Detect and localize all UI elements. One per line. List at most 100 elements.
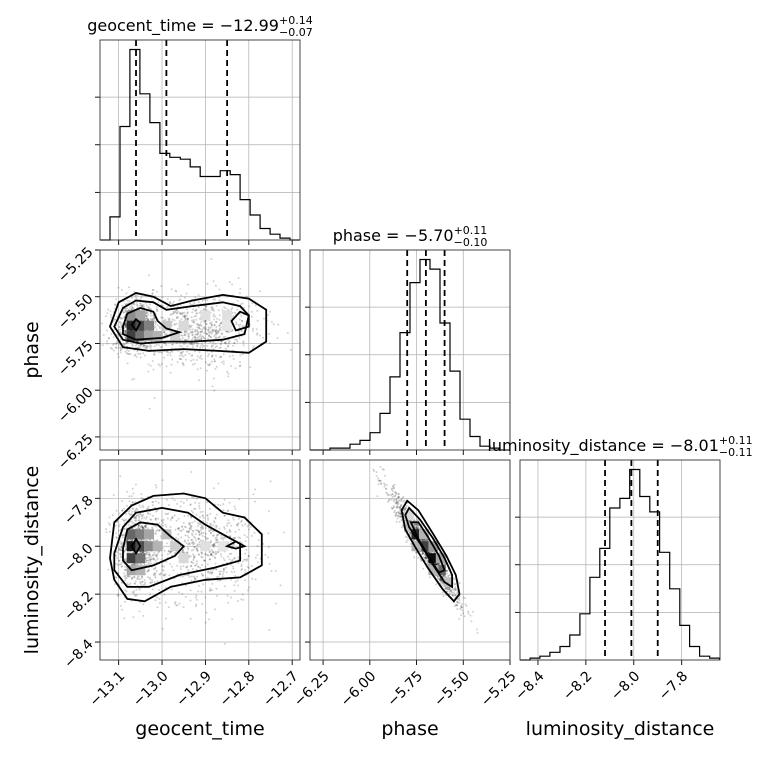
x-tick-label: −8.4 — [512, 668, 547, 703]
scatter-point — [213, 358, 216, 361]
scatter-point — [159, 327, 161, 330]
scatter-point — [395, 506, 398, 509]
scatter-point — [384, 487, 387, 490]
scatter-point — [185, 292, 188, 295]
scatter-point — [400, 526, 403, 529]
scatter-point — [208, 572, 211, 574]
scatter-point — [392, 495, 395, 498]
scatter-point — [142, 352, 145, 355]
scatter-point — [137, 563, 140, 566]
scatter-point — [170, 565, 173, 568]
scatter-point — [442, 575, 445, 578]
scatter-point — [123, 527, 126, 530]
scatter-point — [119, 323, 122, 326]
scatter-point — [131, 378, 134, 381]
scatter-point — [234, 574, 237, 577]
scatter-point — [164, 574, 166, 577]
scatter-point — [201, 344, 204, 347]
scatter-point — [125, 504, 128, 507]
scatter-point — [456, 600, 459, 603]
scatter-point — [186, 345, 189, 348]
scatter-point — [373, 470, 376, 472]
scatter-point — [151, 293, 154, 295]
scatter-point — [465, 605, 468, 607]
scatter-point — [189, 526, 192, 529]
scatter-point — [126, 539, 128, 541]
scatter-point — [176, 361, 179, 364]
scatter-point — [141, 305, 144, 308]
scatter-point — [400, 498, 403, 501]
scatter-point — [124, 518, 127, 521]
scatter-point — [199, 539, 202, 542]
scatter-point — [385, 483, 388, 486]
scatter-point — [206, 363, 209, 366]
scatter-point — [152, 568, 155, 570]
scatter-point — [241, 319, 244, 322]
scatter-point — [124, 337, 127, 339]
scatter-point — [397, 514, 400, 517]
scatter-point — [393, 506, 396, 509]
density-cell — [161, 529, 172, 540]
scatter-point — [212, 543, 215, 546]
scatter-point — [219, 346, 222, 349]
scatter-point — [212, 280, 215, 283]
scatter-point — [118, 343, 120, 346]
scatter-point — [239, 537, 242, 539]
scatter-point — [274, 569, 277, 572]
scatter-point — [394, 491, 397, 494]
scatter-point — [206, 332, 208, 335]
x-axis-label-luminosity-distance: luminosity_distance — [526, 718, 715, 740]
histogram-panel-geocent-time — [95, 39, 301, 245]
density-cell — [126, 331, 137, 341]
scatter-point — [116, 563, 119, 566]
scatter-point — [147, 562, 150, 565]
scatter-point — [201, 563, 203, 566]
scatter-point — [120, 543, 123, 546]
scatter-point — [116, 594, 119, 596]
scatter-point — [123, 575, 126, 578]
panel-title-luminosity-distance: luminosity_distance = −8.01+0.11 −0.11 — [487, 434, 752, 459]
scatter-point — [395, 500, 398, 503]
scatter-point — [461, 609, 464, 612]
x-tick-label: −8.0 — [608, 668, 643, 703]
scatter-point — [129, 514, 132, 517]
scatter-point — [210, 553, 213, 556]
scatter-point — [138, 519, 141, 522]
scatter-point — [241, 560, 244, 563]
scatter-point — [267, 313, 270, 316]
scatter-point — [456, 591, 459, 594]
scatter-point — [199, 331, 202, 334]
scatter-point — [143, 525, 146, 528]
scatter-point — [455, 589, 458, 592]
scatter-point — [116, 333, 119, 336]
scatter-point — [127, 350, 130, 352]
scatter-point — [169, 301, 172, 304]
scatter-point — [210, 344, 213, 347]
contour-line — [400, 499, 461, 603]
scatter-point — [170, 363, 173, 366]
scatter-point — [145, 319, 148, 322]
scatter-point — [160, 316, 163, 319]
scatter-point — [159, 346, 162, 349]
scatter-point — [184, 332, 187, 335]
scatter-point — [171, 358, 174, 361]
scatter-point — [397, 496, 400, 499]
scatter-point — [131, 539, 134, 542]
scatter-point — [390, 487, 393, 490]
scatter-point — [112, 336, 115, 339]
scatter-point — [114, 576, 117, 579]
scatter-point — [451, 591, 454, 594]
scatter-point — [420, 560, 423, 562]
scatter-point — [141, 576, 144, 579]
scatter-point — [387, 499, 390, 502]
scatter-point — [169, 519, 172, 521]
scatter-point — [218, 318, 221, 321]
scatter-point — [219, 326, 222, 329]
scatter-point — [233, 556, 236, 559]
scatter-point — [196, 598, 198, 601]
scatter-point — [476, 631, 479, 634]
scatter-point — [442, 575, 445, 577]
scatter-point — [217, 482, 220, 485]
scatter-point — [276, 337, 279, 340]
x-axis-label-phase: phase — [381, 718, 438, 740]
